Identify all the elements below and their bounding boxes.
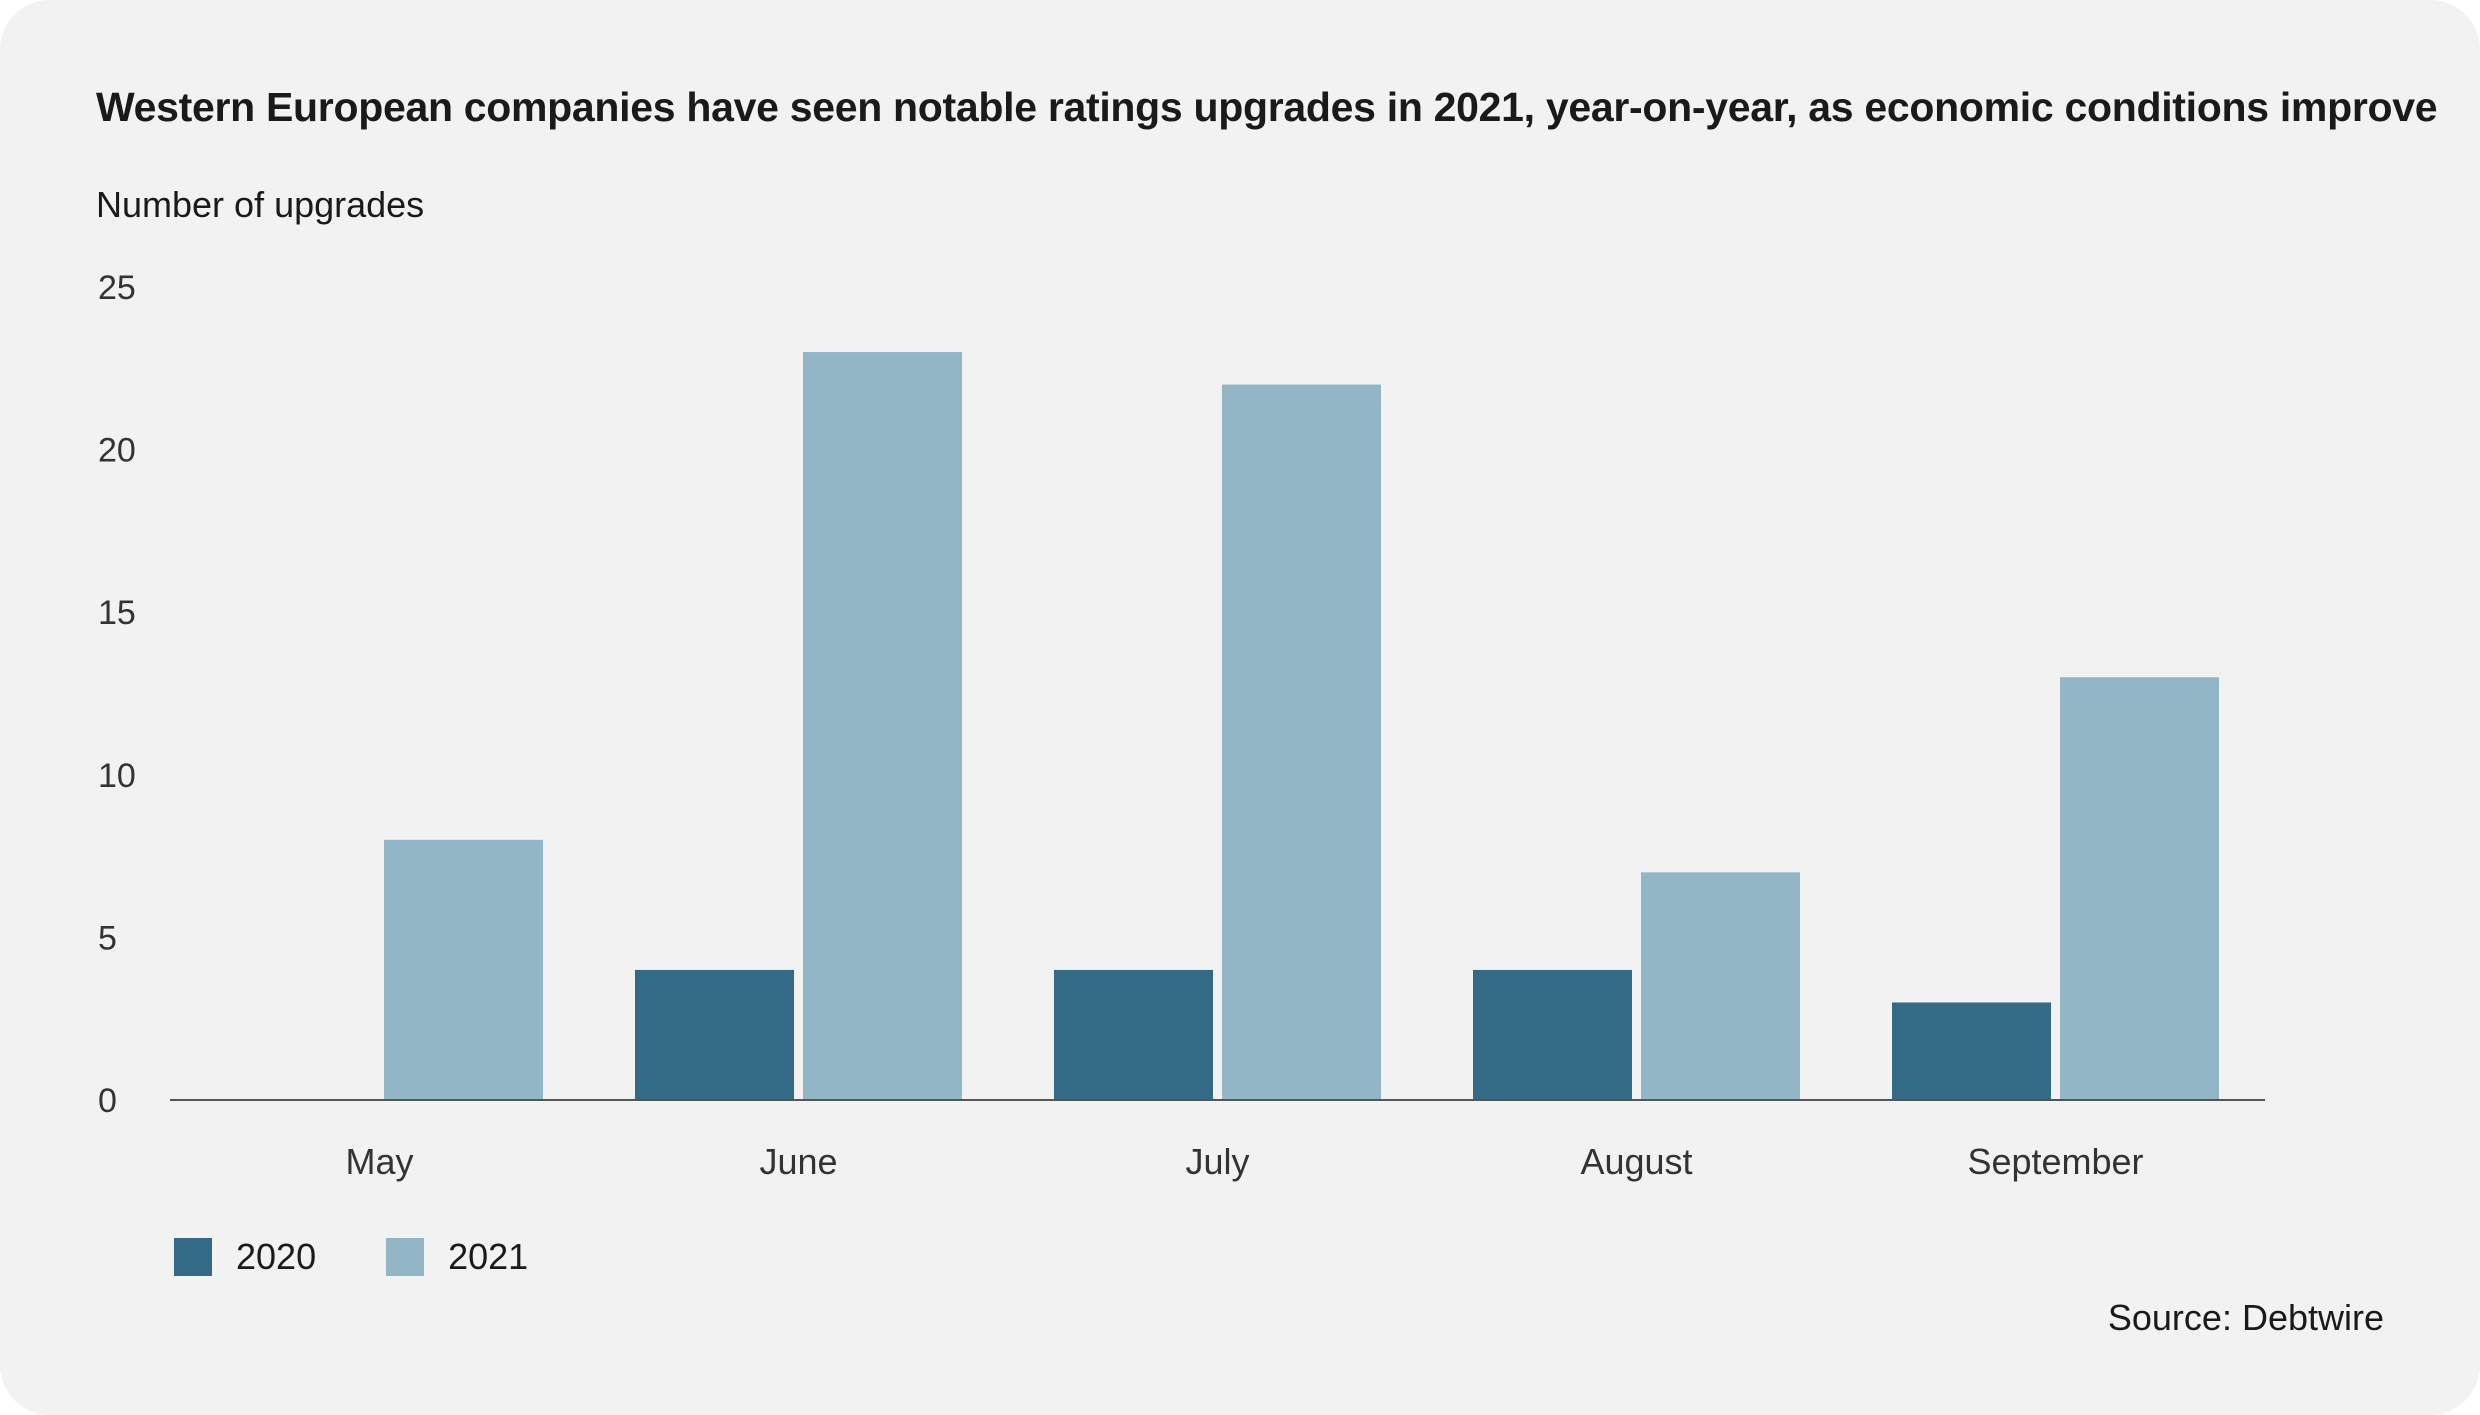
bar-2020-august bbox=[1473, 969, 1632, 1100]
y-tick-label: 15 bbox=[98, 594, 136, 632]
legend-swatch-2021 bbox=[386, 1238, 425, 1276]
legend-label-2021: 2021 bbox=[448, 1236, 529, 1277]
legend-label-2020: 2020 bbox=[236, 1236, 317, 1277]
bar-2021-september bbox=[2060, 677, 2219, 1100]
x-tick-label: August bbox=[1580, 1141, 1692, 1182]
y-tick-label: 20 bbox=[98, 432, 136, 470]
chart-title: Western European companies have seen not… bbox=[96, 84, 2438, 130]
bar-2021-june bbox=[803, 352, 962, 1100]
x-tick-label: September bbox=[1967, 1141, 2143, 1182]
bar-2021-august bbox=[1641, 872, 1800, 1100]
legend: 2020 2021 bbox=[174, 1236, 598, 1278]
x-tick-label: June bbox=[759, 1141, 837, 1182]
bar-2021-may bbox=[384, 839, 543, 1100]
legend-item-2021: 2021 bbox=[386, 1236, 528, 1278]
bar-2020-september bbox=[1892, 1002, 2051, 1100]
legend-item-2020: 2020 bbox=[174, 1236, 316, 1278]
x-tick-label: July bbox=[1185, 1141, 1249, 1182]
y-tick-label: 25 bbox=[98, 269, 136, 307]
y-axis-label: Number of upgrades bbox=[96, 184, 425, 225]
bar-2021-july bbox=[1222, 384, 1381, 1100]
source-note: Source: Debtwire bbox=[2107, 1297, 2384, 1338]
bar-2020-june bbox=[635, 969, 794, 1100]
y-tick-label: 5 bbox=[98, 919, 117, 957]
y-tick-label: 10 bbox=[98, 757, 136, 795]
bar-2020-july bbox=[1054, 969, 1213, 1100]
x-tick-label: May bbox=[345, 1141, 413, 1182]
y-tick-label: 0 bbox=[98, 1082, 117, 1120]
legend-swatch-2020 bbox=[174, 1238, 212, 1276]
